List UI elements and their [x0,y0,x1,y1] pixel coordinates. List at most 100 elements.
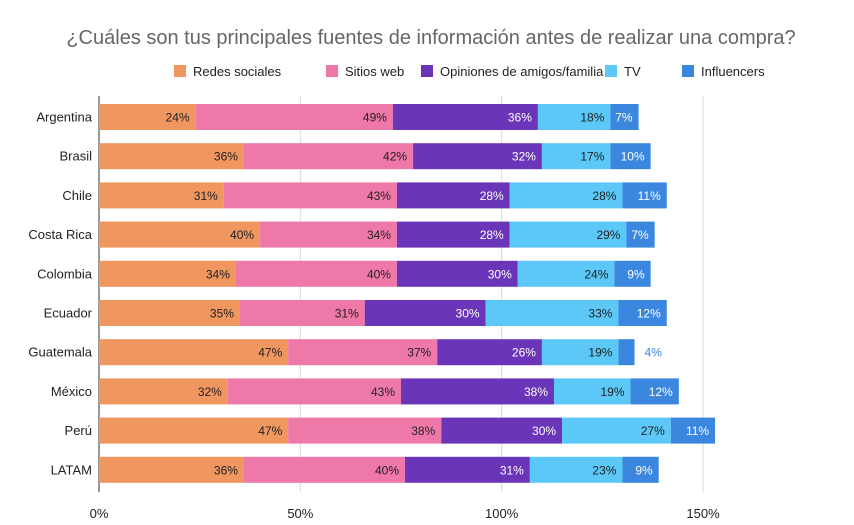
bar-costa-rica-influencers [626,221,655,248]
bar-costa-rica-opiniones-de-amigos-familia [396,221,510,248]
data-label-ecuador-opiniones-de-amigos-familia: 30% [456,307,480,321]
bar-ecuador-redes-sociales [99,300,240,326]
bar-costa-rica-sitios-web [260,221,397,248]
bar-guatemala-opiniones-de-amigos-familia [437,339,542,366]
category-label-peru: Perú [65,423,92,438]
data-label-mexico-opiniones-de-amigos-familia: 38% [524,385,548,399]
bar-colombia-tv [517,260,615,287]
data-label-argentina-tv: 18% [580,111,604,125]
data-label-chile-tv: 28% [592,189,616,203]
bar-colombia-redes-sociales [99,260,236,287]
bar-peru-tv [562,417,671,444]
data-label-latam-tv: 23% [592,463,616,477]
bar-latam-influencers [622,456,659,483]
data-label-guatemala-redes-sociales: 47% [258,346,282,360]
data-label-chile-opiniones-de-amigos-familia: 28% [480,189,504,203]
bar-peru-redes-sociales [99,417,289,444]
bar-brasil-sitios-web [243,143,414,170]
bar-brasil-redes-sociales [99,143,244,170]
bar-latam-redes-sociales [99,456,244,483]
category-label-guatemala: Guatemala [28,345,92,360]
legend-label-opiniones-de-amigos-familia: Opiniones de amigos/familia [440,64,604,79]
x-tick-label-50: 50% [287,506,313,521]
bar-guatemala-influencers [618,339,635,366]
category-label-chile: Chile [62,188,92,203]
data-label-ecuador-sitios-web: 31% [335,307,359,321]
bar-brasil-influencers [610,143,651,170]
data-label-peru-redes-sociales: 47% [258,424,282,438]
data-label-argentina-opiniones-de-amigos-familia: 36% [508,111,532,125]
data-label-ecuador-tv: 33% [588,307,612,321]
bar-latam-sitios-web [243,456,406,483]
bar-mexico-influencers [630,378,679,405]
data-label-costa-rica-opiniones-de-amigos-familia: 28% [480,228,504,242]
data-label-peru-opiniones-de-amigos-familia: 30% [532,424,556,438]
data-label-costa-rica-sitios-web: 34% [367,228,391,242]
bar-argentina-opiniones-de-amigos-familia [392,104,538,130]
legend-swatch-opiniones-de-amigos-familia [421,65,433,77]
bar-latam-opiniones-de-amigos-familia [405,456,530,483]
category-label-costa-rica: Costa Rica [28,227,92,242]
data-label-peru-influencers: 11% [686,424,709,438]
bar-colombia-opiniones-de-amigos-familia [396,260,518,287]
data-label-costa-rica-influencers: 7% [631,228,649,242]
legend-label-sitios-web: Sitios web [345,64,404,79]
data-label-guatemala-opiniones-de-amigos-familia: 26% [512,346,536,360]
bars [99,104,716,483]
data-label-argentina-sitios-web: 49% [363,111,387,125]
category-labels: Argentina Brasil Chile Costa Rica Colombia Ec… [28,110,92,478]
data-label-colombia-redes-sociales: 34% [206,267,230,281]
data-label-guatemala-sitios-web: 37% [407,346,431,360]
data-label-chile-sitios-web: 43% [367,189,391,203]
data-label-guatemala-tv: 19% [588,346,612,360]
data-label-mexico-tv: 19% [600,385,624,399]
category-label-ecuador: Ecuador [44,306,93,321]
data-label-brasil-tv: 17% [580,150,604,164]
data-label-ecuador-influencers: 12% [637,307,661,321]
data-label-argentina-redes-sociales: 24% [166,111,190,125]
category-label-colombia: Colombia [37,266,93,281]
legend-label-redes-sociales: Redes sociales [193,64,282,79]
data-label-colombia-opiniones-de-amigos-familia: 30% [488,267,512,281]
bar-mexico-sitios-web [227,378,401,405]
data-label-brasil-opiniones-de-amigos-familia: 32% [512,150,536,164]
bar-brasil-tv [541,143,611,170]
legend-label-influencers: Influencers [701,64,765,79]
data-label-chile-redes-sociales: 31% [194,189,218,203]
chart-title: ¿Cuáles son tus principales fuentes de i… [66,27,795,49]
data-label-latam-redes-sociales: 36% [214,463,238,477]
bar-argentina-influencers [610,104,639,130]
legend-swatch-influencers [682,65,694,77]
bar-latam-tv [529,456,623,483]
bar-chile-redes-sociales [99,182,224,209]
bar-guatemala-sitios-web [288,339,438,366]
legend-swatch-redes-sociales [174,65,186,77]
bar-mexico-opiniones-de-amigos-familia [401,378,555,405]
data-label-guatemala-influencers: 4% [645,346,663,360]
data-label-latam-opiniones-de-amigos-familia: 31% [500,463,524,477]
bar-mexico-redes-sociales [99,378,228,405]
category-label-argentina: Argentina [36,110,92,125]
bar-chile-sitios-web [223,182,397,209]
bar-peru-opiniones-de-amigos-familia [441,417,563,444]
bar-guatemala-redes-sociales [99,339,289,366]
data-label-chile-influencers: 11% [638,189,661,203]
bar-argentina-tv [537,104,611,130]
legend: Redes sociales Sitios web Opiniones de ami… [174,64,765,79]
data-label-peru-sitios-web: 38% [411,424,435,438]
data-label-colombia-sitios-web: 40% [367,267,391,281]
category-label-mexico: México [51,384,92,399]
data-label-costa-rica-tv: 29% [596,228,620,242]
data-label-peru-tv: 27% [641,424,665,438]
data-label-mexico-redes-sociales: 32% [198,385,222,399]
x-axis-ticks: 0% 50% 100% 150% [90,506,720,521]
bar-argentina-redes-sociales [99,104,196,130]
x-tick-label-0: 0% [90,506,109,521]
bar-costa-rica-redes-sociales [99,221,261,248]
data-label-latam-sitios-web: 40% [375,463,399,477]
bar-costa-rica-tv [509,221,627,248]
bar-ecuador-opiniones-de-amigos-familia [364,300,486,326]
category-label-brasil: Brasil [59,149,92,164]
bar-argentina-sitios-web [195,104,393,130]
data-labels: 24% 49% 36% 18% 7% 36% 42% 32% 17% 10% 31% 43% 28% 28… [166,111,710,478]
